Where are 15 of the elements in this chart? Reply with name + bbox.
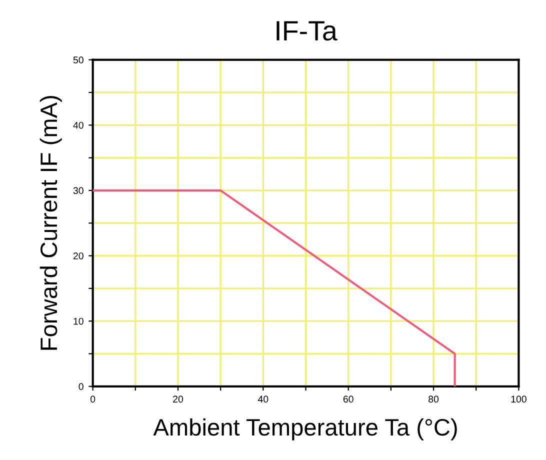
y-tick-label: 40 <box>73 122 84 129</box>
y-axis-title: Forward Current IF (mA) <box>40 96 62 350</box>
x-tick-label: 80 <box>428 396 439 403</box>
chart-title: IF-Ta <box>276 21 338 41</box>
x-tick-label: 0 <box>90 396 96 403</box>
y-tick-label: 50 <box>73 56 84 64</box>
y-tick-label: 20 <box>73 252 84 260</box>
y-tick-label: 10 <box>74 318 84 325</box>
y-tick-label: 30 <box>73 187 84 194</box>
x-tick-label: 60 <box>343 396 354 403</box>
x-tick-label: 40 <box>258 396 268 403</box>
x-tick-label: 100 <box>511 396 526 403</box>
y-tick-label: 0 <box>78 383 84 390</box>
x-axis-title: Ambient Temperature Ta (°C) <box>153 418 457 440</box>
x-tick-label: 20 <box>173 396 184 403</box>
